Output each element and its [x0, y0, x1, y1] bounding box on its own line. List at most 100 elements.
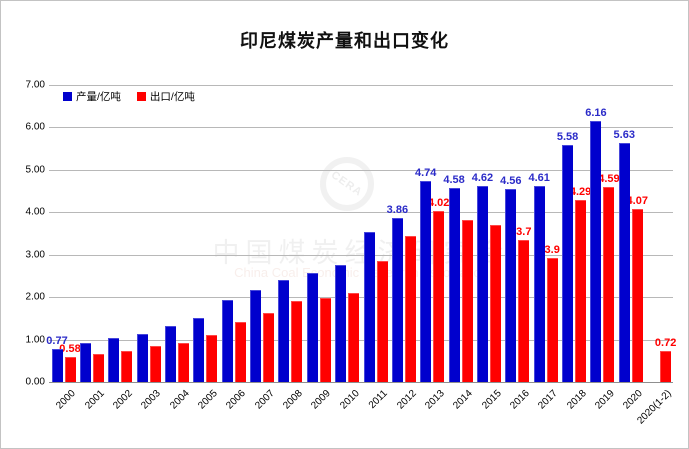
gridline-4.00 [49, 212, 673, 214]
bar-production-2020 [618, 143, 630, 382]
y-tick-7.00: 7.00 [25, 79, 45, 91]
category-group-2010 [333, 85, 361, 382]
x-tick-2006: 2006 [224, 388, 249, 412]
x-tick-2007: 2007 [252, 388, 277, 412]
bar-export-2019 [603, 187, 615, 382]
category-group-2020: 5.63 4.07 [613, 85, 648, 382]
production-swatch-icon [63, 92, 72, 101]
bar-production-2003 [136, 333, 148, 382]
bar-production-2012 [391, 218, 403, 382]
x-tick-2003: 2003 [139, 388, 164, 412]
legend-item-production: 产量/亿吨 [63, 89, 121, 104]
category-group-2007 [248, 85, 276, 382]
data-label-export-2020: 4.07 [626, 195, 648, 208]
x-tick-2008: 2008 [281, 388, 305, 412]
bar-export-2020(1-2) [660, 351, 672, 382]
x-tick-2004: 2004 [167, 388, 192, 412]
category-group-2005 [191, 85, 219, 382]
bar-export-2000 [64, 357, 76, 382]
data-label-export-2019: 4.59 [598, 173, 620, 186]
x-tick-2009: 2009 [309, 388, 334, 412]
x-tick-2020: 2020 [621, 388, 646, 412]
x-tick-2012: 2012 [394, 388, 419, 412]
x-tick-2014: 2014 [451, 388, 476, 412]
y-tick-1.00: 1.00 [25, 334, 45, 346]
bar-export-2014 [461, 219, 473, 382]
gridline-7.00 [49, 85, 673, 86]
x-tick-2010: 2010 [338, 388, 362, 412]
bar-export-2013 [433, 211, 445, 382]
category-group-2003 [134, 85, 162, 382]
category-group-2012: 3.86 [387, 85, 417, 382]
data-label-export-2018: 4.29 [569, 185, 592, 198]
gridline-2.00 [49, 297, 673, 299]
data-label-production-2016: 4.56 [500, 174, 522, 187]
chart-title: 印尼煤炭产量和出口变化 [240, 31, 449, 51]
gridline-0.00 [49, 382, 673, 383]
bar-export-2003 [149, 345, 161, 382]
y-tick-5.00: 5.00 [25, 164, 45, 176]
x-tick-2000: 2000 [54, 388, 78, 412]
bar-export-2005 [206, 335, 218, 382]
bar-production-2009 [306, 273, 318, 382]
data-label-production-2019: 6.16 [585, 106, 607, 119]
bar-production-2014 [448, 187, 460, 382]
x-tick-2011: 2011 [366, 388, 390, 411]
bar-export-2011 [376, 260, 388, 382]
bar-export-2008 [291, 300, 303, 382]
data-label-production-2018: 5.58 [556, 131, 579, 144]
gridline-5.00 [49, 169, 673, 171]
category-group-2008 [276, 85, 304, 382]
bar-export-2010 [348, 293, 360, 382]
bar-export-2004 [177, 342, 189, 382]
bar-export-2006 [234, 321, 246, 382]
bar-export-2018 [575, 199, 587, 382]
bars-container: 0.77 0.58 3.86 4.74 4.02 4.58 4.62 4.56 3.7 4.61 3… [46, 85, 676, 382]
legend-label-export: 出口/亿吨 [149, 91, 195, 103]
y-tick-6.00: 6.00 [25, 121, 45, 133]
bar-export-2017 [546, 258, 558, 382]
gridline-6.00 [49, 127, 673, 129]
bar-production-2013 [420, 180, 432, 382]
bar-production-2015 [476, 185, 488, 382]
x-tick-2002: 2002 [111, 388, 135, 412]
bar-export-2007 [263, 313, 275, 382]
x-tick-2013: 2013 [423, 388, 447, 412]
bar-export-2002 [121, 350, 133, 382]
data-label-export-2016: 3.7 [516, 226, 532, 239]
x-tick-2019: 2019 [593, 388, 617, 412]
bar-production-2011 [363, 232, 375, 382]
bar-production-2004 [164, 326, 176, 382]
data-label-production-2020: 5.63 [613, 129, 635, 142]
x-tick-2015: 2015 [479, 388, 504, 412]
bar-production-2006 [221, 300, 233, 382]
x-tick-2018: 2018 [564, 388, 589, 412]
y-tick-0.00: 0.00 [25, 376, 45, 388]
data-label-export-2000: 0.58 [59, 343, 81, 356]
bar-export-2016 [518, 240, 530, 382]
data-label-production-2000: 0.77 [46, 335, 68, 348]
x-tick-2005: 2005 [196, 388, 220, 412]
legend: 产量/亿吨 出口/亿吨 [63, 89, 195, 104]
x-axis-labels: 2000 2001 2002 2003 2004 2005 2006 2007 2008 2009… [1, 382, 688, 444]
x-tick-2016: 2016 [508, 388, 532, 412]
category-group-2000: 0.77 0.58 [46, 85, 81, 382]
category-group-2017: 4.61 3.9 [528, 85, 560, 382]
category-group-2016: 4.56 3.7 [500, 85, 532, 382]
bar-export-2009 [319, 298, 331, 382]
bar-production-2017 [533, 186, 545, 382]
bar-production-2016 [505, 188, 517, 382]
plot-area: CERA 中国煤炭经济研究会 China Coal Economic Resea… [26, 80, 677, 388]
gridline-3.00 [49, 254, 673, 256]
legend-item-export: 出口/亿吨 [136, 89, 195, 104]
bar-export-2020 [631, 209, 643, 382]
bar-production-2018 [562, 145, 574, 382]
category-group-2004 [162, 85, 190, 382]
data-label-production-2017: 4.61 [528, 172, 550, 185]
bar-export-2012 [404, 235, 416, 382]
bar-production-2005 [193, 317, 205, 382]
category-group-2001 [77, 85, 105, 382]
category-group-2014: 4.58 [443, 85, 474, 382]
gridline-1.00 [49, 339, 673, 341]
